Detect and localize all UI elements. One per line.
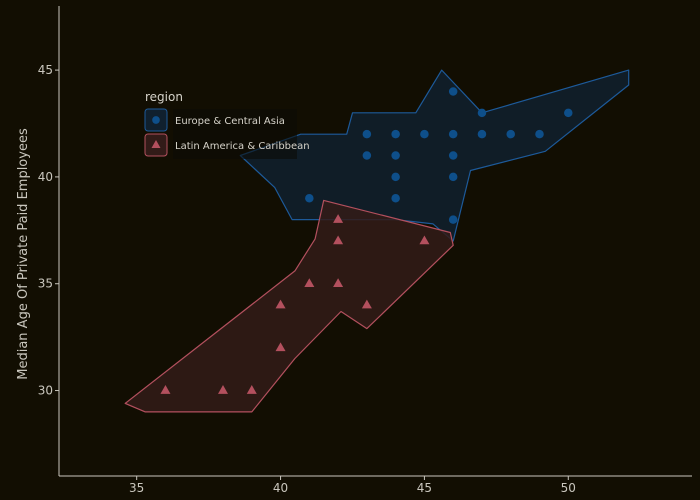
data-point bbox=[275, 299, 286, 309]
y-tick-label: 35 bbox=[38, 277, 53, 291]
data-point bbox=[391, 172, 400, 182]
data-point bbox=[448, 151, 458, 160]
data-point bbox=[305, 194, 314, 203]
data-point bbox=[477, 108, 487, 118]
data-point bbox=[333, 278, 344, 288]
data-point bbox=[246, 385, 257, 394]
legend-marker bbox=[151, 140, 161, 148]
data-point bbox=[419, 235, 430, 245]
data-point bbox=[535, 129, 544, 139]
y-tick-label: 30 bbox=[38, 384, 53, 398]
x-tick-label: 45 bbox=[417, 481, 432, 495]
data-point bbox=[361, 299, 372, 309]
legend: region Europe & Central Asia Latin Americ… bbox=[144, 90, 310, 159]
data-point bbox=[448, 172, 458, 182]
hull-latin-america-caribbean bbox=[124, 199, 454, 413]
x-axis-ticks: 35 40 45 50 bbox=[129, 476, 576, 495]
legend-background bbox=[173, 109, 297, 159]
data-point bbox=[160, 385, 171, 394]
data-point bbox=[304, 278, 315, 288]
data-point bbox=[362, 151, 372, 160]
y-axis-ticks: 30 35 40 45 bbox=[38, 63, 59, 398]
data-point bbox=[333, 214, 344, 223]
data-point bbox=[477, 129, 487, 139]
legend-title: region bbox=[145, 90, 183, 104]
y-tick-label: 40 bbox=[38, 170, 53, 184]
data-point bbox=[448, 129, 458, 139]
legend-label: Europe & Central Asia bbox=[175, 116, 285, 127]
data-point bbox=[506, 129, 515, 139]
data-point bbox=[420, 129, 429, 139]
x-tick-label: 35 bbox=[129, 481, 144, 495]
data-point bbox=[333, 235, 344, 245]
data-point bbox=[391, 129, 400, 139]
data-point bbox=[391, 194, 400, 203]
data-point bbox=[391, 151, 400, 160]
data-points bbox=[160, 87, 573, 394]
data-point bbox=[448, 215, 458, 224]
data-point bbox=[275, 342, 286, 352]
data-point bbox=[448, 87, 458, 96]
y-axis-title: Median Age Of Private Paid Employees bbox=[16, 128, 31, 380]
x-tick-label: 50 bbox=[561, 481, 576, 495]
x-tick-label: 40 bbox=[273, 481, 288, 495]
data-point bbox=[564, 108, 573, 118]
y-tick-label: 45 bbox=[38, 63, 53, 77]
data-point bbox=[362, 129, 372, 139]
legend-label: Latin America & Caribbean bbox=[175, 141, 310, 152]
data-point bbox=[218, 385, 229, 394]
legend-marker bbox=[152, 116, 160, 124]
hull-europe-central-asia bbox=[239, 69, 630, 242]
region-hulls bbox=[124, 69, 630, 413]
